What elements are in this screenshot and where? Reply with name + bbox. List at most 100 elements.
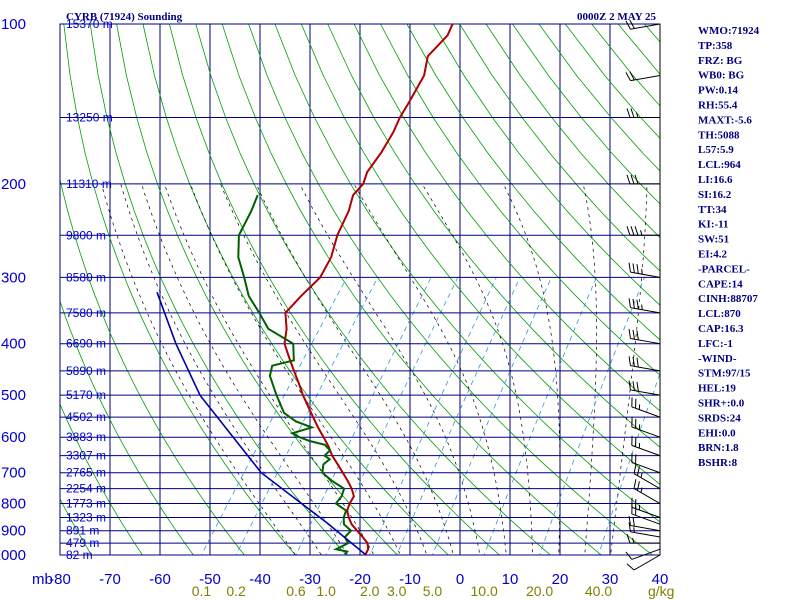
mixing-ratio-label: 5.0 bbox=[423, 583, 443, 599]
wind-barb bbox=[628, 356, 661, 372]
barb-half-flag bbox=[640, 230, 643, 236]
dry-adiabat bbox=[538, 24, 660, 172]
mixing-ratio-label: 40.0 bbox=[585, 583, 612, 599]
barb-staff bbox=[633, 473, 661, 490]
temperature-tick: -20 bbox=[349, 571, 371, 588]
moist-adiabat bbox=[299, 183, 481, 555]
barb-staff bbox=[631, 548, 661, 560]
index-item: EHI:0.0 bbox=[698, 427, 736, 439]
pressure-tick: 100 bbox=[1, 16, 26, 33]
barb-flag bbox=[634, 226, 639, 236]
wind-barb bbox=[628, 522, 661, 538]
moist-adiabat bbox=[503, 183, 561, 555]
barb-flag bbox=[633, 479, 637, 489]
barb-half-flag bbox=[641, 268, 643, 275]
barb-flag bbox=[628, 522, 631, 532]
pressure-tick: 500 bbox=[1, 387, 26, 404]
wind-barb bbox=[626, 226, 660, 236]
sounding-series bbox=[156, 24, 454, 555]
height-label: 1323 m bbox=[66, 511, 106, 525]
temperature-tick: 0 bbox=[456, 571, 464, 588]
barb-staff bbox=[630, 525, 661, 532]
index-item: EI:4.2 bbox=[698, 249, 728, 261]
wind-barbs bbox=[625, 19, 661, 571]
height-label: 82 m bbox=[66, 548, 93, 562]
mixing-ratio-unit: g/kg bbox=[648, 583, 674, 599]
index-item: CINH:88707 bbox=[698, 293, 758, 305]
wind-barb bbox=[626, 554, 661, 571]
dry-adiabat bbox=[60, 498, 92, 555]
barb-flag bbox=[632, 356, 635, 367]
index-item: LCL:964 bbox=[698, 159, 741, 171]
wind-barb bbox=[631, 435, 661, 457]
temperature-tick: -60 bbox=[149, 571, 171, 588]
height-label: 4502 m bbox=[66, 410, 106, 424]
barb-staff bbox=[633, 554, 661, 571]
wind-barb bbox=[625, 19, 661, 30]
index-item: BRN:1.8 bbox=[698, 442, 739, 454]
barb-staff bbox=[630, 389, 661, 396]
wind-barb bbox=[626, 174, 660, 185]
moist-adiabat bbox=[220, 183, 428, 555]
stability-indices: WMO:71924 TP:358 FRZ: BG WB0: BG PW:0.14 RH:5… bbox=[698, 25, 760, 469]
pressure-tick: 400 bbox=[1, 336, 26, 353]
temperature-tick: -40 bbox=[249, 571, 271, 588]
height-label: 9800 m bbox=[66, 228, 106, 242]
mixing-ratio-line bbox=[201, 277, 348, 555]
barb-flag bbox=[636, 330, 639, 340]
dry-adiabat bbox=[327, 24, 660, 448]
wind-barb bbox=[631, 497, 661, 518]
index-item: CAP:16.3 bbox=[698, 323, 744, 335]
temperature-tick: 10 bbox=[502, 571, 519, 588]
height-label: 5890 m bbox=[66, 364, 106, 378]
barb-staff bbox=[631, 506, 661, 518]
barb-half-flag bbox=[640, 472, 643, 478]
barb-staff bbox=[630, 365, 661, 372]
index-item: RH:55.4 bbox=[698, 100, 738, 112]
moist-adiabat bbox=[164, 183, 375, 555]
wind-barb bbox=[631, 417, 661, 438]
index-item: WMO:71924 bbox=[698, 25, 760, 37]
index-item: KI:-11 bbox=[698, 219, 729, 231]
barb-flag bbox=[625, 20, 631, 30]
temperature-tick: -50 bbox=[199, 571, 221, 588]
dry-adiabat bbox=[60, 300, 194, 555]
dry-adiabat bbox=[777, 24, 800, 566]
mixing-ratio-line bbox=[539, 277, 645, 555]
barb-flag bbox=[634, 174, 639, 185]
height-label: 479 m bbox=[66, 536, 99, 550]
dry-adiabat bbox=[300, 24, 660, 485]
mixing-ratio-label: 10.0 bbox=[471, 583, 498, 599]
dry-adiabat bbox=[0, 24, 47, 566]
height-label: 3883 m bbox=[66, 430, 106, 444]
barb-flag bbox=[626, 174, 631, 185]
index-item: CAPE:14 bbox=[698, 278, 743, 290]
barb-flag bbox=[636, 466, 640, 476]
moist-adiabat bbox=[353, 183, 507, 555]
wind-barb bbox=[626, 108, 660, 119]
barb-staff bbox=[630, 74, 661, 82]
index-item: L57:5.9 bbox=[698, 144, 734, 156]
barb-flag bbox=[625, 72, 631, 81]
moist-adiabat bbox=[190, 183, 401, 555]
wind-barb bbox=[628, 516, 661, 532]
pressure-tick: 700 bbox=[1, 465, 26, 482]
index-item: SI:16.2 bbox=[698, 189, 732, 201]
barb-flag bbox=[636, 481, 640, 491]
mixing-ratio-label: 3.0 bbox=[387, 583, 407, 599]
barb-staff bbox=[631, 426, 661, 438]
barb-half-flag bbox=[640, 487, 643, 493]
index-item: SW:51 bbox=[698, 234, 729, 246]
barb-flag bbox=[628, 262, 631, 273]
barb-staff bbox=[631, 406, 661, 418]
dry-adiabat bbox=[380, 24, 660, 376]
index-item: SRDS:24 bbox=[698, 412, 741, 424]
barb-staff bbox=[630, 531, 661, 538]
unit-label-mb: mb bbox=[32, 571, 53, 588]
dry-adiabat bbox=[195, 24, 552, 555]
height-label: 2765 m bbox=[66, 466, 106, 480]
barb-staff bbox=[630, 307, 661, 314]
barb-flag bbox=[628, 380, 631, 391]
barb-flag bbox=[626, 108, 631, 118]
wind-barb bbox=[633, 479, 661, 504]
